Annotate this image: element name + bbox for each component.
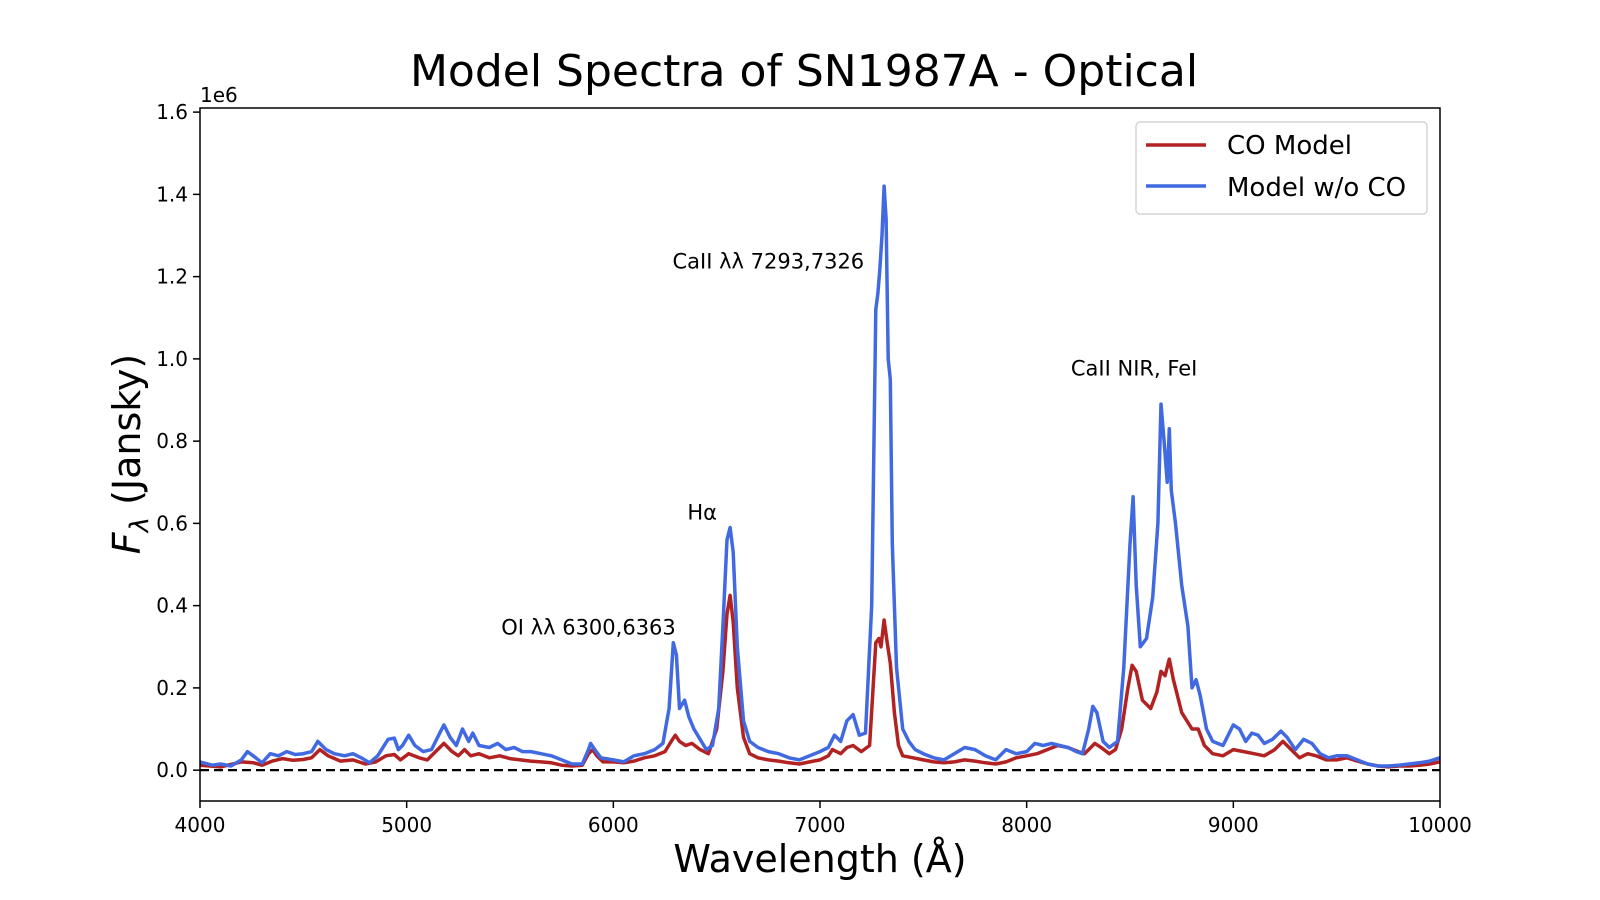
y-tick-label: 1.6 (156, 100, 188, 124)
legend: CO Model Model w/o CO (1135, 121, 1428, 215)
series-group (200, 184, 1440, 769)
x-tick-label: 4000 (175, 813, 226, 837)
x-axis: 4000 5000 6000 7000 8000 9000 10000 (175, 801, 1472, 837)
series-line-model-w-o-co (200, 184, 1440, 768)
y-axis: 0.0 0.2 0.4 0.6 0.8 1.0 1.2 1.4 1.6 (156, 100, 200, 782)
y-tick-label: 0.0 (156, 758, 188, 782)
annotation-label: OI λλ 6300,6363 (501, 615, 676, 639)
annotation-label: Hα (687, 500, 717, 524)
legend-label-co-model: CO Model (1227, 131, 1352, 161)
y-tick-label: 1.2 (156, 265, 188, 289)
x-axis-label: Wavelength (Å) (673, 837, 966, 881)
y-tick-label: 0.8 (156, 429, 188, 453)
annotation-label: CaII λλ 7293,7326 (672, 249, 864, 273)
y-axis-label: Fλ (Jansky) (105, 354, 155, 555)
annotation-label: CaII NIR, FeI (1071, 356, 1197, 380)
legend-label-model-wo-co: Model w/o CO (1227, 173, 1406, 203)
y-axis-label-subscript: λ (125, 517, 155, 534)
y-axis-scale-label: 1e6 (200, 83, 238, 107)
y-axis-label-main: F (105, 531, 149, 554)
x-tick-label: 6000 (588, 813, 639, 837)
annotations: OI λλ 6300,6363 Hα CaII λλ 7293,7326 CaII N… (501, 249, 1197, 639)
x-tick-label: 7000 (795, 813, 846, 837)
y-axis-label-unit: (Jansky) (105, 354, 149, 517)
x-tick-label: 5000 (381, 813, 432, 837)
x-tick-label: 9000 (1208, 813, 1259, 837)
y-tick-label: 1.4 (156, 182, 188, 206)
plot-area (199, 107, 1441, 802)
chart-title: Model Spectra of SN1987A - Optical (410, 46, 1198, 97)
y-tick-label: 0.6 (156, 511, 188, 535)
series-line-co-model (200, 593, 1440, 769)
y-tick-label: 1.0 (156, 347, 188, 371)
y-tick-label: 0.4 (156, 594, 188, 618)
x-tick-label: 10000 (1408, 813, 1472, 837)
y-tick-label: 0.2 (156, 676, 188, 700)
legend-box (1135, 121, 1428, 215)
x-tick-label: 8000 (1001, 813, 1052, 837)
